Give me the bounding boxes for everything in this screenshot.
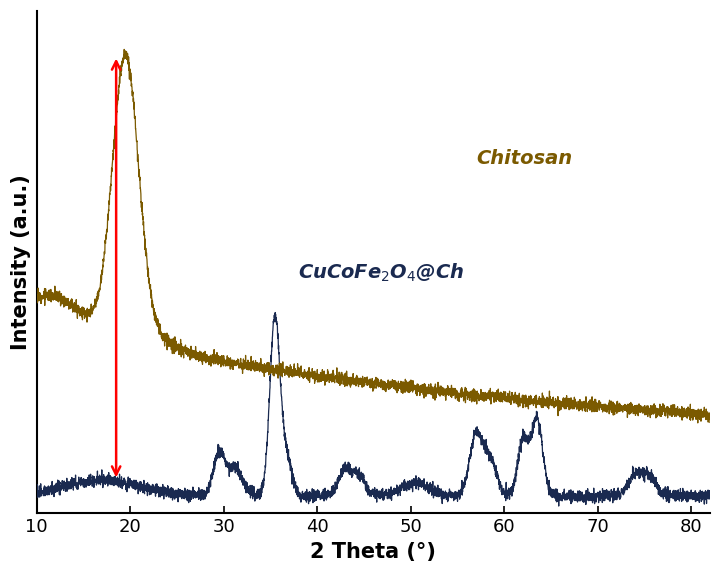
Text: CuCoFe$_2$O$_4$@Ch: CuCoFe$_2$O$_4$@Ch [298,262,465,284]
Y-axis label: Intensity (a.u.): Intensity (a.u.) [11,174,31,350]
Text: Chitosan: Chitosan [476,149,572,168]
X-axis label: 2 Theta (°): 2 Theta (°) [310,542,436,562]
